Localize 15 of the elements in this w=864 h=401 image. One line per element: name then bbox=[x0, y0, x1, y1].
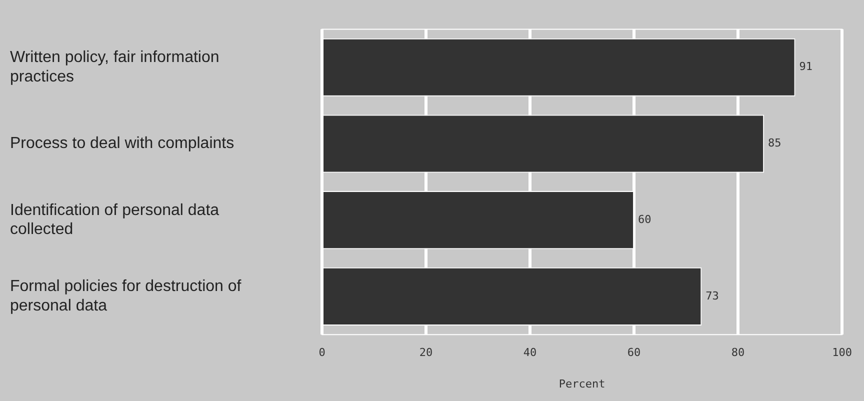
x-tick-label: 100 bbox=[832, 346, 852, 360]
data-label: 73 bbox=[706, 289, 719, 302]
x-tick-label: 20 bbox=[419, 346, 433, 360]
x-tick-label: 40 bbox=[523, 346, 537, 360]
data-label: 60 bbox=[638, 212, 652, 226]
y-tick-label: Identification of personal data collected bbox=[10, 202, 220, 238]
x-tick-label: 60 bbox=[627, 346, 641, 360]
x-tick-label: 80 bbox=[731, 346, 745, 360]
data-label: 85 bbox=[768, 136, 782, 150]
y-tick-label: Written policy, fair information practices bbox=[10, 49, 220, 86]
x-axis-title: Percent bbox=[558, 377, 606, 390]
y-tick-label: Formal policies for destruction of personal data bbox=[10, 278, 242, 314]
x-tick-label: 0 bbox=[318, 346, 326, 360]
data-label: 91 bbox=[799, 60, 813, 74]
y-tick-label: Process to deal with complaints bbox=[10, 135, 234, 152]
